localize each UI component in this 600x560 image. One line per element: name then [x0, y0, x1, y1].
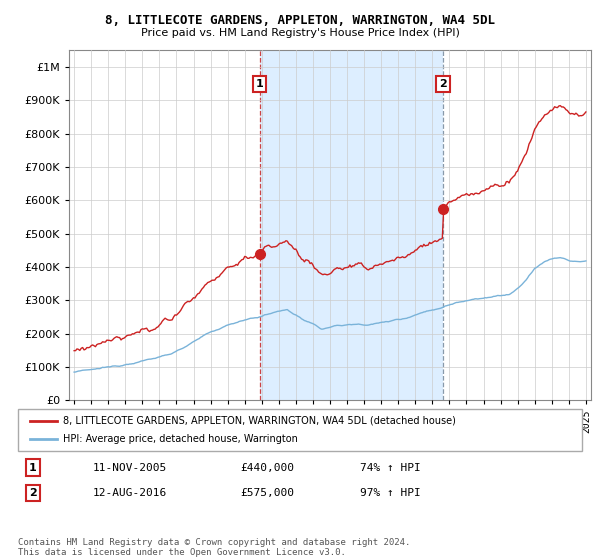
Text: Price paid vs. HM Land Registry's House Price Index (HPI): Price paid vs. HM Land Registry's House … [140, 28, 460, 38]
Text: 8, LITTLECOTE GARDENS, APPLETON, WARRINGTON, WA4 5DL: 8, LITTLECOTE GARDENS, APPLETON, WARRING… [105, 14, 495, 27]
Text: 2: 2 [439, 79, 447, 88]
Text: £440,000: £440,000 [240, 463, 294, 473]
Text: 11-NOV-2005: 11-NOV-2005 [93, 463, 167, 473]
Text: 2: 2 [29, 488, 37, 498]
Text: Contains HM Land Registry data © Crown copyright and database right 2024.
This d: Contains HM Land Registry data © Crown c… [18, 538, 410, 557]
Text: 8, LITTLECOTE GARDENS, APPLETON, WARRINGTON, WA4 5DL (detached house): 8, LITTLECOTE GARDENS, APPLETON, WARRING… [63, 416, 456, 426]
Text: HPI: Average price, detached house, Warrington: HPI: Average price, detached house, Warr… [63, 434, 298, 444]
Text: £575,000: £575,000 [240, 488, 294, 498]
Text: 1: 1 [256, 79, 263, 88]
Text: 74% ↑ HPI: 74% ↑ HPI [360, 463, 421, 473]
Text: 97% ↑ HPI: 97% ↑ HPI [360, 488, 421, 498]
Text: 12-AUG-2016: 12-AUG-2016 [93, 488, 167, 498]
Bar [260, 50, 443, 400]
Text: 1: 1 [29, 463, 37, 473]
